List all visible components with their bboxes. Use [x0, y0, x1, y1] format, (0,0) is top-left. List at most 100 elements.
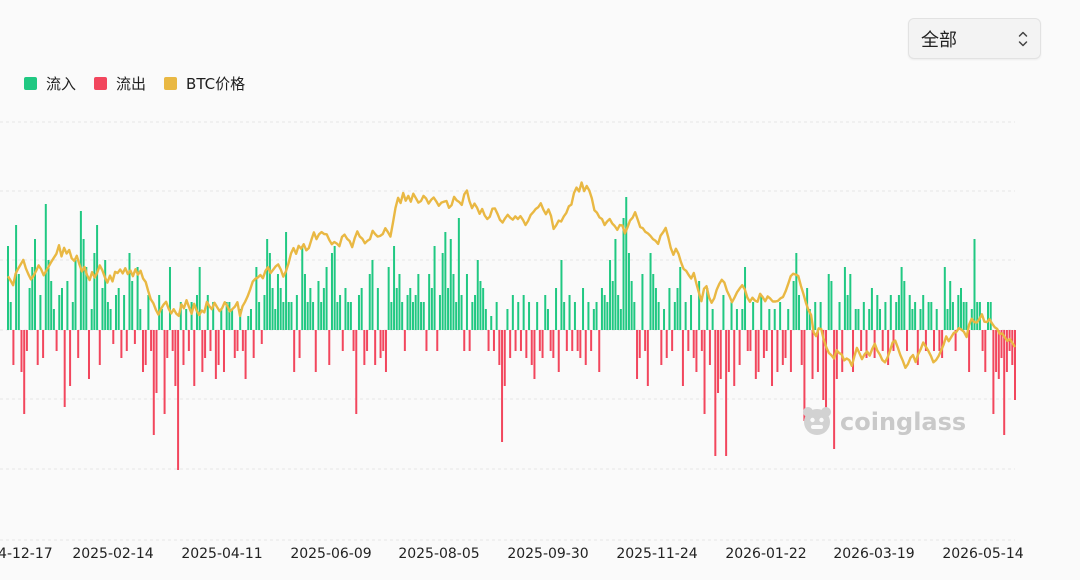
outflow-bar [719, 330, 722, 379]
inflow-bar [330, 253, 333, 330]
outflow-bar [708, 330, 711, 365]
inflow-bar [85, 267, 88, 330]
legend-swatch-btc-price [164, 77, 178, 90]
inflow-bar [301, 246, 304, 330]
outflow-bar [784, 330, 787, 358]
outflow-bar [519, 330, 522, 351]
inflow-bar [830, 281, 833, 330]
inflow-bar [627, 253, 630, 330]
inflow-bar [290, 302, 293, 330]
inflow-bar [109, 309, 112, 330]
inflow-bar [34, 239, 36, 330]
outflow-bar [598, 330, 601, 372]
inflow-bar [528, 302, 531, 330]
inflow-bar [279, 288, 282, 330]
inflow-bar [420, 302, 423, 330]
watermark-text: coinglass [840, 408, 967, 436]
inflow-bar [7, 246, 9, 330]
coinglass-logo-icon [803, 407, 831, 435]
outflow-bar [98, 330, 101, 365]
inflow-bar [206, 295, 209, 330]
range-select[interactable]: 全部 [908, 18, 1041, 59]
inflow-bar [568, 295, 571, 330]
x-tick-label: 2024-12-17 [0, 546, 53, 562]
inflow-bar [614, 239, 617, 330]
outflow-bar [968, 330, 971, 372]
outflow-bar [717, 330, 720, 393]
inflow-bar [312, 302, 315, 330]
inflow-bar [960, 288, 963, 330]
outflow-bar [590, 330, 593, 351]
outflow-bar [36, 330, 39, 365]
legend-item-outflow[interactable]: 流出 [94, 73, 146, 94]
inflow-bar [258, 302, 261, 330]
inflow-bar [965, 302, 968, 330]
outflow-bar [252, 330, 255, 358]
x-tick-label: 2025-02-14 [72, 546, 154, 562]
outflow-bar [1005, 330, 1008, 372]
outflow-bar [163, 330, 166, 414]
inflow-bar [854, 309, 857, 330]
inflow-bar [903, 281, 906, 330]
legend-item-btc-price[interactable]: BTC价格 [164, 73, 245, 94]
inflow-bar [295, 295, 298, 330]
inflow-bar [347, 302, 350, 330]
x-tick-label: 2025-09-30 [507, 546, 589, 562]
outflow-bar [552, 330, 555, 358]
inflow-bar [555, 288, 558, 330]
outflow-bar [887, 330, 890, 365]
inflow-bar [617, 295, 620, 330]
inflow-bar [409, 288, 412, 330]
inflow-bar [136, 267, 139, 330]
outflow-bar [328, 330, 331, 365]
inflow-bar [849, 274, 852, 330]
inflow-bar [752, 302, 755, 330]
inflow-bar [74, 260, 77, 330]
inflow-bar [82, 239, 85, 330]
outflow-bar [933, 330, 936, 351]
inflow-bar [768, 309, 771, 330]
inflow-bar [706, 288, 709, 330]
outflow-bar [463, 330, 466, 351]
outflow-bar [187, 330, 190, 351]
outflow-bar [42, 330, 45, 358]
legend-item-inflow[interactable]: 流入 [24, 73, 76, 94]
outflow-bar [916, 330, 919, 365]
inflow-bar [276, 274, 279, 330]
inflow-bar [843, 267, 846, 330]
outflow-bar [579, 330, 582, 358]
inflow-bar [673, 302, 676, 330]
inflow-bar [452, 274, 455, 330]
outflow-bar [800, 330, 803, 365]
inflow-bar [592, 309, 595, 330]
inflow-bar [600, 288, 603, 330]
inflow-bar [730, 302, 733, 330]
inflow-bar [406, 295, 409, 330]
outflow-bar [881, 330, 884, 351]
outflow-bar [374, 330, 377, 365]
inflow-bar [900, 267, 903, 330]
outflow-bar [754, 330, 757, 379]
outflow-bar [298, 330, 301, 358]
outflow-bar [233, 330, 236, 358]
legend-swatch-inflow [24, 77, 37, 90]
inflow-bar [792, 281, 795, 330]
outflow-bar [638, 330, 641, 358]
inflow-bar [433, 246, 436, 330]
outflow-bar [687, 330, 690, 351]
inflow-bar [976, 302, 979, 330]
inflow-bar [368, 274, 371, 330]
inflow-bar [987, 302, 989, 330]
inflow-bar [536, 302, 539, 330]
x-tick-label: 2026-01-22 [725, 546, 807, 562]
x-tick-label: 2025-11-24 [616, 546, 698, 562]
outflow-bar [174, 330, 177, 386]
inflow-bar [927, 302, 930, 330]
inflow-bar [325, 267, 328, 330]
outflow-bar [749, 330, 752, 351]
inflow-bar [611, 281, 614, 330]
inflow-bar [411, 302, 414, 330]
inflow-bar [573, 302, 576, 330]
btc-price-line [6, 181, 1017, 369]
outflow-bar [193, 330, 196, 386]
